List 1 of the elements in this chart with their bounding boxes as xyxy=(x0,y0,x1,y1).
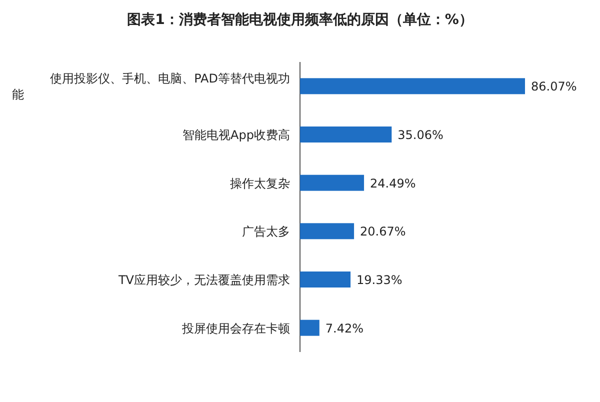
title: 图表1：消费者智能电视使用频率低的原因（单位：%） xyxy=(127,12,473,28)
